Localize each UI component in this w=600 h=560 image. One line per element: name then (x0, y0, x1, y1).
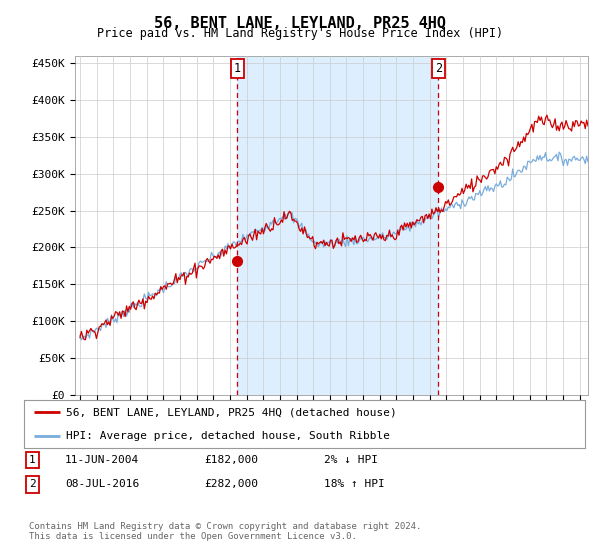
Text: £182,000: £182,000 (204, 455, 258, 465)
Text: 2% ↓ HPI: 2% ↓ HPI (324, 455, 378, 465)
Text: HPI: Average price, detached house, South Ribble: HPI: Average price, detached house, Sout… (66, 431, 390, 441)
Text: Price paid vs. HM Land Registry's House Price Index (HPI): Price paid vs. HM Land Registry's House … (97, 27, 503, 40)
Text: 56, BENT LANE, LEYLAND, PR25 4HQ (detached house): 56, BENT LANE, LEYLAND, PR25 4HQ (detach… (66, 407, 397, 417)
Text: Contains HM Land Registry data © Crown copyright and database right 2024.
This d: Contains HM Land Registry data © Crown c… (29, 522, 421, 542)
Text: 1: 1 (233, 62, 241, 75)
Text: 2: 2 (435, 62, 442, 75)
Text: 08-JUL-2016: 08-JUL-2016 (65, 479, 139, 489)
Bar (237, 56, 439, 395)
Text: 18% ↑ HPI: 18% ↑ HPI (324, 479, 385, 489)
Text: 11-JUN-2004: 11-JUN-2004 (65, 455, 139, 465)
Text: £282,000: £282,000 (204, 479, 258, 489)
Text: 2: 2 (29, 479, 35, 489)
Text: 56, BENT LANE, LEYLAND, PR25 4HQ: 56, BENT LANE, LEYLAND, PR25 4HQ (154, 16, 446, 31)
Text: 1: 1 (29, 455, 35, 465)
